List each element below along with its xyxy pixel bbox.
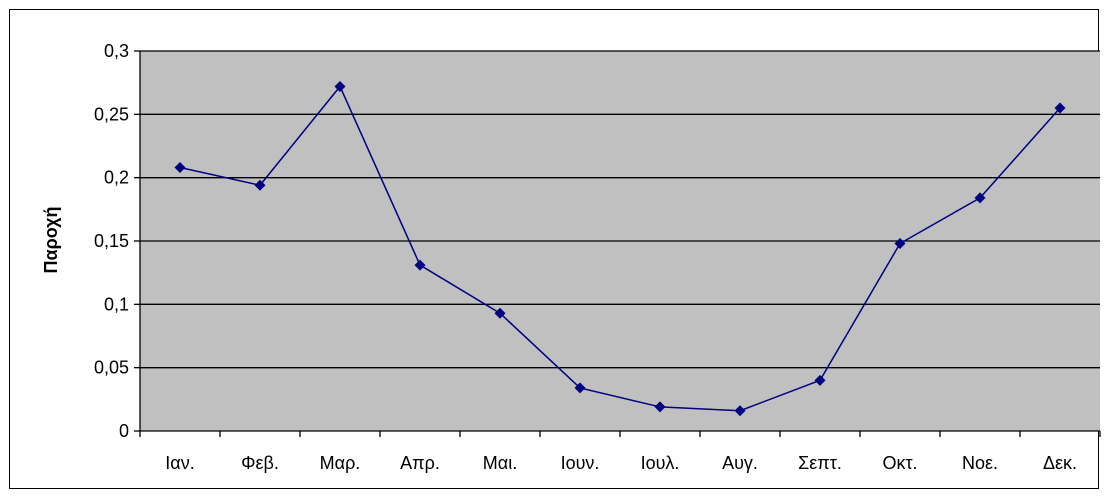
data-point-marker <box>574 382 586 394</box>
x-tick-label: Ιουλ. <box>641 453 680 473</box>
y-tick-label: 0,1 <box>104 294 129 314</box>
x-tick-label: Σεπτ. <box>798 453 842 473</box>
x-tick-label: Δεκ. <box>1043 453 1077 473</box>
y-tick-label: 0,25 <box>94 104 129 124</box>
data-point-marker <box>254 179 266 191</box>
data-point-marker <box>734 405 746 417</box>
series-line <box>179 85 1061 412</box>
data-point-marker <box>814 374 826 386</box>
y-tick-label: 0,15 <box>94 231 129 251</box>
x-tick-label: Απρ. <box>400 453 440 473</box>
x-tick-label: Οκτ. <box>882 453 917 473</box>
data-point-marker <box>494 307 506 319</box>
gridlines <box>140 50 1100 369</box>
y-tick-label: 0,05 <box>94 358 129 378</box>
y-tick-label: 0,3 <box>104 41 129 61</box>
data-point-marker <box>894 238 906 250</box>
y-axis-title: Παροχή <box>41 207 61 274</box>
data-point-marker <box>414 259 426 271</box>
x-tick-label: Ιαν. <box>165 453 194 473</box>
y-tick-labels: 0 0,05 0,1 0,15 0,2 0,25 0,3 <box>94 41 140 441</box>
x-tick-label: Μαρ. <box>320 453 361 473</box>
data-point-marker <box>654 401 666 413</box>
x-tick-label: Νοε. <box>962 453 998 473</box>
data-point-marker <box>1054 102 1066 114</box>
x-tick-label: Αυγ. <box>722 453 758 473</box>
data-point-marker <box>174 162 186 174</box>
x-tick-label: Μαι. <box>483 453 517 473</box>
x-tick-labels: Ιαν. Φεβ. Μαρ. Απρ. Μαι. Ιουν. Ιουλ. Αυγ. Σεπτ. Ο… <box>139 431 1101 473</box>
y-tick-label: 0,2 <box>104 168 129 188</box>
x-tick-label: Φεβ. <box>241 453 279 473</box>
y-tick-label: 0 <box>119 421 129 441</box>
x-tick-label: Ιουν. <box>561 453 600 473</box>
data-point-marker <box>974 192 986 204</box>
data-point-marker <box>334 80 346 92</box>
series <box>174 80 1066 417</box>
